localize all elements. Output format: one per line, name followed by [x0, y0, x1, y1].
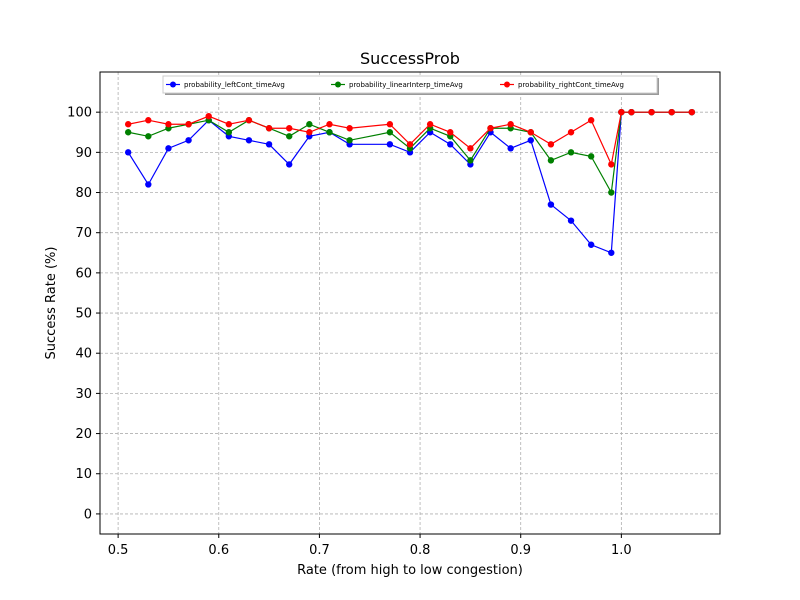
data-point [426, 121, 434, 128]
legend-marker [335, 81, 341, 88]
y-tick-label: 70 [75, 226, 92, 241]
data-point [527, 137, 534, 144]
legend-item: probability_leftCont_timeAvg [166, 81, 285, 89]
data-point [306, 129, 313, 136]
y-tick-label: 10 [75, 467, 92, 482]
data-point [306, 121, 313, 128]
data-point [608, 161, 615, 168]
axis-ticks: 0.5 0.6 0.7 0.8 0.9 1.0 0 10 20 30 40 50 60 70 80 90 100 [67, 106, 632, 558]
data-point [467, 157, 474, 164]
grid-lines [100, 72, 720, 534]
legend-item: probability_rightCont_timeAvg [500, 81, 624, 89]
data-point [406, 141, 414, 148]
data-point [124, 149, 132, 156]
legend-label: probability_rightCont_timeAvg [518, 81, 624, 89]
data-point [668, 108, 675, 116]
legend-marker [170, 81, 176, 88]
data-point [507, 121, 514, 128]
legend: probability_leftCont_timeAvg probability_… [162, 75, 659, 95]
y-axis-title: Success Rate (%) [44, 247, 59, 360]
data-point [145, 133, 152, 140]
data-point [286, 133, 293, 140]
x-tick-label: 0.8 [410, 543, 431, 558]
data-point [587, 117, 595, 124]
data-point [225, 121, 233, 128]
data-point [245, 117, 253, 124]
y-tick-label: 100 [67, 106, 92, 121]
data-point [608, 189, 615, 196]
data-point [547, 157, 555, 164]
data-point [587, 241, 595, 248]
data-point [286, 161, 293, 168]
data-point [547, 141, 555, 148]
x-axis-title: Rate (from high to low congestion) [297, 563, 523, 578]
series-layer [124, 108, 696, 256]
data-point [547, 201, 555, 208]
y-tick-label: 60 [75, 266, 92, 281]
data-point [447, 129, 454, 136]
data-point [507, 145, 514, 152]
data-point [567, 149, 575, 156]
data-point [225, 129, 233, 136]
data-point [487, 125, 494, 132]
x-tick-label: 0.6 [208, 543, 229, 558]
data-point [165, 121, 172, 128]
y-tick-label: 30 [75, 387, 92, 402]
series-3 [124, 108, 696, 168]
data-point [185, 137, 192, 144]
legend-marker [504, 81, 510, 88]
data-point [326, 129, 333, 136]
data-point [608, 249, 615, 256]
legend-label: probability_linearInterp_timeAvg [349, 81, 463, 89]
data-point [447, 141, 454, 148]
y-tick-label: 20 [75, 427, 92, 442]
y-tick-label: 50 [75, 307, 92, 322]
data-point [124, 129, 132, 136]
y-tick-label: 90 [75, 146, 92, 161]
data-point [527, 129, 534, 136]
data-point [286, 125, 293, 132]
data-point [205, 112, 212, 120]
data-point [165, 145, 172, 152]
x-tick-label: 0.7 [309, 543, 330, 558]
y-tick-label: 0 [84, 507, 92, 522]
y-tick-label: 80 [75, 186, 92, 201]
data-point [467, 145, 474, 152]
data-point [185, 121, 192, 128]
legend-item: probability_linearInterp_timeAvg [331, 81, 463, 89]
data-point [346, 137, 353, 144]
data-point [587, 153, 595, 160]
series-2 [124, 108, 696, 196]
data-point [618, 108, 625, 116]
data-point [386, 129, 394, 136]
data-point [265, 141, 273, 148]
data-point [326, 121, 333, 128]
data-point [567, 129, 575, 136]
plot-frame [99, 71, 721, 535]
x-tick-label: 0.9 [510, 543, 531, 558]
data-point [124, 121, 132, 128]
data-point [145, 117, 152, 124]
data-point [346, 125, 353, 132]
legend-label: probability_leftCont_timeAvg [184, 81, 285, 89]
data-point [386, 121, 394, 128]
data-point [386, 141, 394, 148]
y-tick-label: 40 [75, 347, 92, 362]
data-point [628, 108, 635, 116]
data-point [145, 181, 152, 188]
data-point [688, 108, 696, 116]
data-point [648, 108, 655, 116]
data-point [567, 217, 575, 224]
x-tick-label: 0.5 [108, 543, 129, 558]
legend-box [162, 75, 658, 94]
x-tick-label: 1.0 [611, 543, 632, 558]
data-point [245, 137, 253, 144]
data-point [265, 125, 273, 132]
chart-title: SuccessProb [360, 49, 460, 68]
